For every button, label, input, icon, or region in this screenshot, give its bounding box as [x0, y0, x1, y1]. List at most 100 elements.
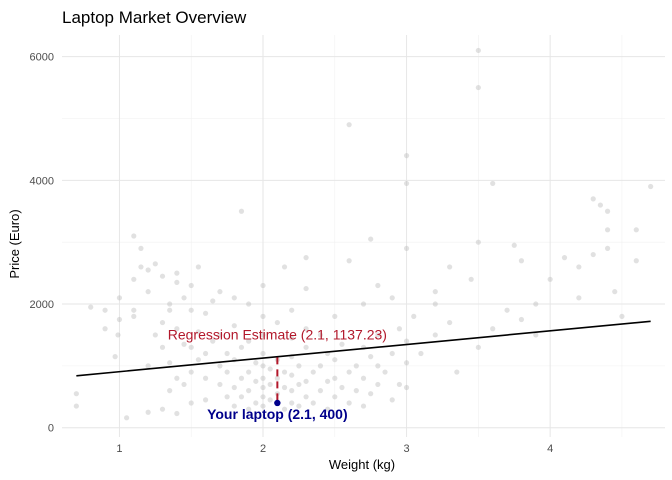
- scatter-point: [375, 363, 381, 369]
- scatter-point: [217, 381, 223, 388]
- scatter-point: [152, 332, 158, 338]
- scatter-point: [432, 301, 438, 307]
- scatter-point: [633, 258, 639, 264]
- scatter-point: [167, 301, 173, 307]
- scatter-point: [167, 307, 173, 313]
- scatter-point: [253, 378, 259, 384]
- scatter-point: [188, 400, 194, 406]
- scatter-point: [202, 310, 209, 316]
- scatter-point: [281, 384, 288, 391]
- regression-line: [76, 320, 651, 377]
- scatter-point: [396, 381, 402, 388]
- scatter-point: [267, 397, 273, 403]
- scatter-point: [246, 301, 252, 307]
- your-laptop-label: Your laptop (2.1, 400): [207, 406, 348, 422]
- scatter-point: [253, 360, 259, 366]
- scatter-point: [332, 313, 338, 319]
- scatter-point: [231, 295, 237, 301]
- scatter-point: [217, 332, 223, 338]
- scatter-point: [325, 378, 331, 384]
- scatter-point: [188, 344, 194, 350]
- scatter-point: [115, 332, 121, 338]
- scatter-point: [604, 245, 611, 251]
- scatter-point: [490, 180, 496, 187]
- scatter-point: [533, 332, 539, 338]
- scatter-point: [576, 295, 582, 301]
- scatter-point: [88, 304, 94, 310]
- scatter-point: [346, 258, 352, 264]
- estimate-label: Regression Estimate (2.1, 1137.23): [168, 326, 387, 342]
- scatter-point: [246, 406, 252, 412]
- scatter-point: [238, 375, 245, 381]
- scatter-point: [325, 406, 331, 412]
- x-tick-label: 2: [260, 443, 266, 455]
- scatter-point: [317, 388, 324, 394]
- scatter-point: [339, 384, 345, 391]
- scatter-point: [224, 369, 230, 375]
- scatter-point: [289, 307, 295, 313]
- scatter-point: [411, 313, 417, 319]
- scatter-point: [131, 233, 137, 239]
- x-tick-label: 3: [404, 443, 410, 455]
- scatter-point: [210, 298, 216, 304]
- scatter-point: [289, 372, 295, 378]
- scatter-point: [281, 369, 288, 375]
- scatter-point: [167, 360, 173, 366]
- scatter-point: [231, 323, 237, 329]
- scatter-point: [633, 227, 639, 233]
- scatter-point: [102, 326, 108, 332]
- scatter-point: [590, 251, 596, 258]
- scatter-point: [547, 276, 553, 282]
- scatter-point: [403, 245, 410, 251]
- scatter-point: [561, 255, 568, 261]
- scatter-point: [368, 236, 374, 242]
- scatter-point: [202, 397, 209, 403]
- scatter-point: [231, 384, 237, 391]
- overlay: Regression Estimate (2.1, 1137.23) Your l…: [76, 320, 651, 422]
- scatter-point: [375, 332, 381, 338]
- y-tick-label: 4000: [30, 175, 54, 187]
- scatter-point: [475, 84, 481, 91]
- scatter-point: [238, 344, 245, 350]
- scatter-point: [612, 289, 618, 295]
- scatter-point: [475, 239, 481, 245]
- scatter-point: [260, 394, 266, 400]
- scatter-point: [648, 183, 654, 190]
- scatter-point: [138, 264, 144, 270]
- scatter-point: [246, 388, 252, 394]
- scatter-point: [102, 307, 108, 313]
- scatter-point: [368, 391, 374, 397]
- scatter-point: [533, 301, 539, 307]
- scatter-point: [281, 264, 288, 270]
- scatter-point: [145, 289, 151, 295]
- y-tick-label: 6000: [30, 52, 54, 64]
- scatter-point: [231, 403, 237, 409]
- x-axis-ticks: 1 2 3 4: [116, 443, 553, 455]
- scatter-points: [73, 47, 654, 421]
- y-tick-label: 0: [48, 423, 54, 435]
- scatter-point: [267, 381, 273, 388]
- scatter-point: [403, 384, 410, 391]
- scatter-point: [317, 363, 324, 369]
- scatter-point: [332, 394, 338, 400]
- scatter-point: [188, 369, 194, 375]
- scatter-point: [303, 378, 309, 384]
- scatter-point: [73, 391, 79, 397]
- x-tick-label: 4: [547, 443, 553, 455]
- scatter-point: [346, 400, 352, 406]
- scatter-point: [310, 400, 316, 406]
- scatter-point: [353, 388, 359, 394]
- scatter-point: [281, 406, 288, 412]
- scatter-point: [389, 295, 395, 301]
- scatter-point: [267, 366, 273, 372]
- scatter-point: [403, 360, 410, 366]
- scatter-point: [303, 394, 309, 400]
- y-tick-label: 2000: [30, 299, 54, 311]
- scatter-point: [202, 350, 209, 357]
- scatter-point: [317, 332, 324, 338]
- scatter-point: [403, 180, 410, 187]
- scatter-point: [303, 285, 309, 292]
- scatter-point: [432, 289, 438, 295]
- scatter-point: [332, 357, 338, 363]
